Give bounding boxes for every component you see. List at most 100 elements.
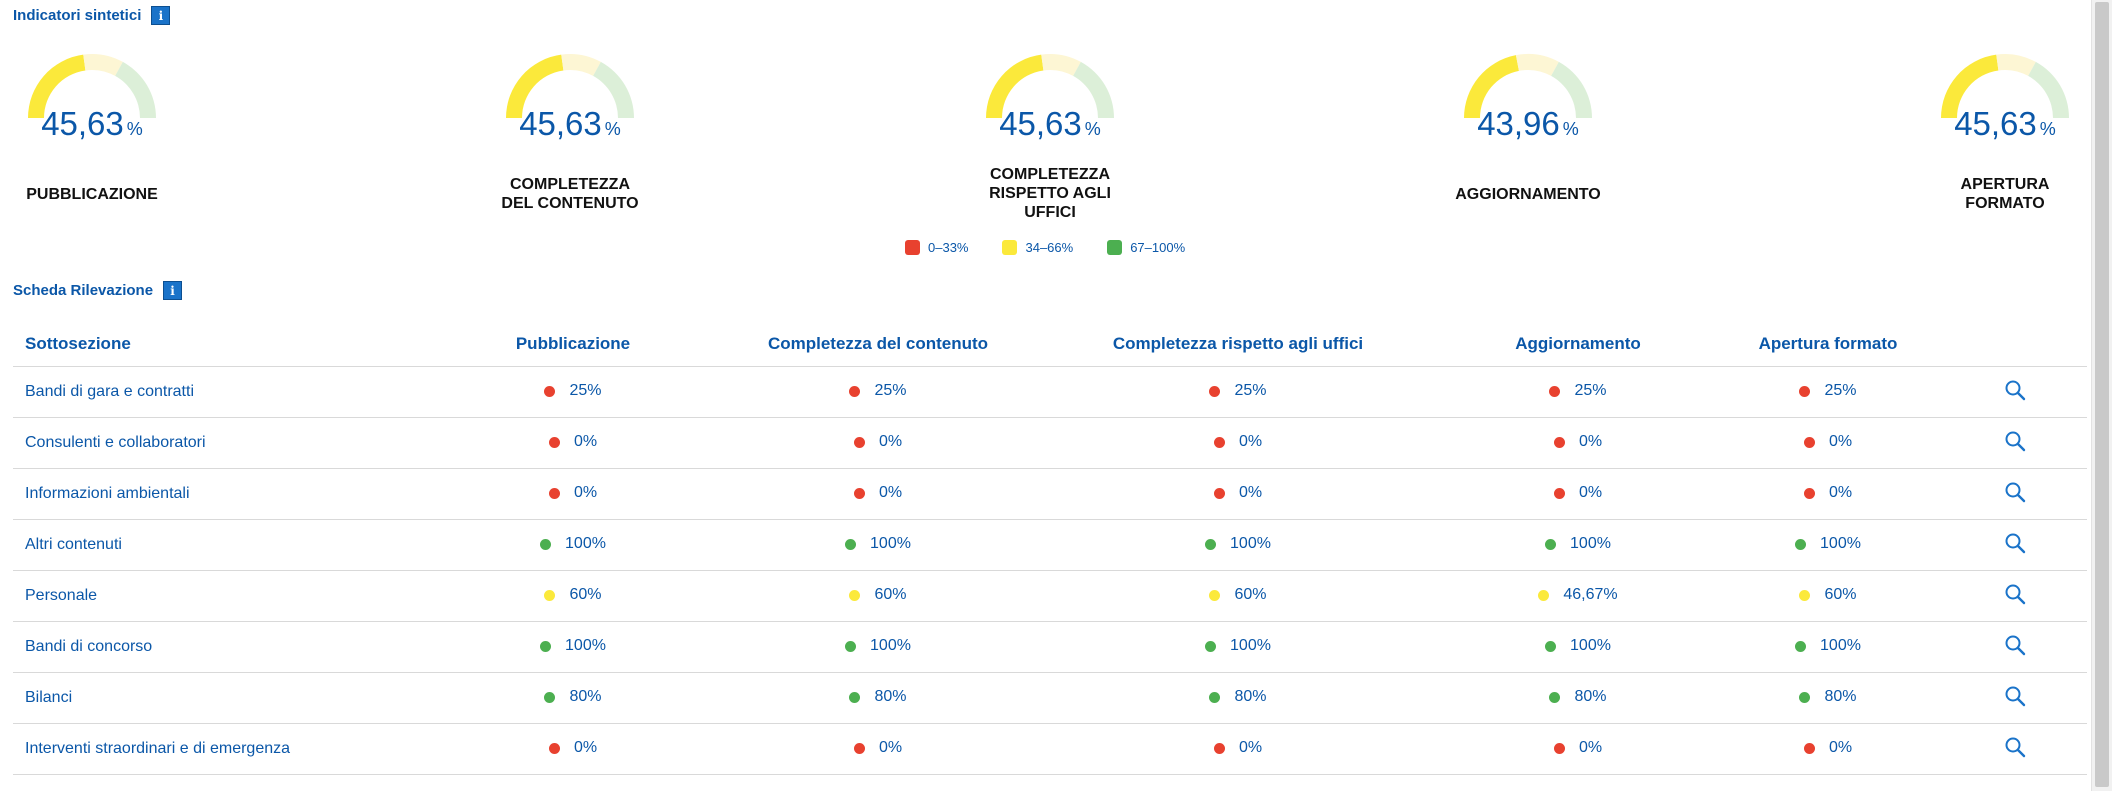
gauge-band-mid <box>1041 54 1081 76</box>
value-cell: 100% <box>1033 519 1443 571</box>
status-dot <box>540 538 552 550</box>
table-row: Consulenti e collaboratori 0% 0% 0% 0% 0% <box>13 417 2087 469</box>
status-dot <box>544 589 556 601</box>
scrollbar[interactable] <box>2091 0 2112 791</box>
gauge-number: 43,96 <box>1477 105 1560 142</box>
value-cell: 80% <box>1443 672 1713 724</box>
value-cell: 100% <box>1713 621 1943 673</box>
legend-swatch <box>1107 240 1123 255</box>
status-dot <box>849 385 861 397</box>
gauge-band-mid <box>83 54 123 76</box>
status-dot <box>1803 436 1815 448</box>
row-name: Bilanci <box>13 672 423 724</box>
status-dot <box>1553 436 1565 448</box>
status-dot <box>1205 538 1217 550</box>
value-text: 25% <box>1574 382 1607 400</box>
value-text: 100% <box>565 535 606 553</box>
value-cell: 25% <box>423 366 723 418</box>
gauge-number: 45,63 <box>519 105 602 142</box>
value-text: 60% <box>1234 586 1267 604</box>
status-dot <box>1545 538 1557 550</box>
column-header[interactable]: Apertura formato <box>1713 322 1943 367</box>
search-icon[interactable] <box>2004 583 2026 605</box>
value-text: 0% <box>1238 739 1263 757</box>
action-cell <box>1943 621 2087 673</box>
gauge: 45,63% APERTURA FORMATO <box>1905 45 2105 235</box>
status-dot <box>544 385 556 397</box>
gauge-unit: % <box>1562 119 1579 139</box>
gauge: 45,63% COMPLETEZZA DEL CONTENUTO <box>470 45 670 235</box>
gauge-fill <box>1464 55 1519 118</box>
column-header[interactable]: Completezza del contenuto <box>723 322 1033 367</box>
search-icon[interactable] <box>2004 481 2026 503</box>
value-text: 100% <box>1230 637 1271 655</box>
status-dot <box>1209 691 1221 703</box>
row-name: Bandi di gara e contratti <box>13 366 423 418</box>
value-cell: 80% <box>1713 672 1943 724</box>
table-row: Altri contenuti 100% 100% 100% 100% 100% <box>13 519 2087 571</box>
column-header[interactable]: Pubblicazione <box>423 322 723 367</box>
value-cell: 46,67% <box>1443 570 1713 622</box>
gauge-value: 43,96% <box>1428 105 1628 143</box>
scheda-title: Scheda Rilevazione i <box>13 281 183 300</box>
value-cell: 0% <box>1033 417 1443 469</box>
value-text: 80% <box>1234 688 1267 706</box>
value-cell: 0% <box>423 723 723 775</box>
gauge-value: 45,63% <box>470 105 670 143</box>
column-header[interactable]: Aggiornamento <box>1443 322 1713 367</box>
value-text: 80% <box>874 688 907 706</box>
value-text: 0% <box>1578 739 1603 757</box>
value-cell: 0% <box>1443 723 1713 775</box>
row-name: Informazioni ambientali <box>13 468 423 520</box>
value-cell: 25% <box>1443 366 1713 418</box>
info-icon[interactable]: i <box>151 6 171 25</box>
gauge-arc <box>506 54 634 118</box>
action-cell <box>1943 519 2087 571</box>
value-cell: 60% <box>1713 570 1943 622</box>
status-dot <box>853 487 865 499</box>
column-header-empty <box>1943 322 2087 367</box>
value-cell: 0% <box>1713 723 1943 775</box>
gauge-value: 45,63% <box>1905 105 2105 143</box>
info-icon[interactable]: i <box>163 281 183 300</box>
value-text: 0% <box>573 484 598 502</box>
value-cell: 100% <box>423 519 723 571</box>
legend-swatch <box>1002 240 1018 255</box>
search-icon[interactable] <box>2004 379 2026 401</box>
column-header[interactable]: Sottosezione <box>13 322 423 367</box>
gauge-unit: % <box>2039 119 2056 139</box>
gauge: 43,96% AGGIORNAMENTO <box>1428 45 1628 235</box>
value-cell: 0% <box>723 723 1033 775</box>
table-row: Interventi straordinari e di emergenza 0%… <box>13 723 2087 775</box>
search-icon[interactable] <box>2004 736 2026 758</box>
status-dot <box>1545 640 1557 652</box>
value-cell: 100% <box>423 621 723 673</box>
status-dot <box>1549 385 1561 397</box>
value-text: 25% <box>1234 382 1267 400</box>
value-text: 80% <box>1574 688 1607 706</box>
value-text: 60% <box>874 586 907 604</box>
gauge-label-line: FORMATO <box>1965 195 2045 212</box>
gauge-unit: % <box>604 119 621 139</box>
row-name: Altri contenuti <box>13 519 423 571</box>
value-text: 100% <box>1570 637 1611 655</box>
value-cell: 25% <box>1713 366 1943 418</box>
value-text: 0% <box>1828 433 1853 451</box>
search-icon[interactable] <box>2004 430 2026 452</box>
indicators-title: Indicatori sintetici i <box>13 6 171 25</box>
column-header[interactable]: Completezza rispetto agli uffici <box>1033 322 1443 367</box>
value-cell: 0% <box>723 468 1033 520</box>
search-icon[interactable] <box>2004 685 2026 707</box>
value-cell: 100% <box>1443 519 1713 571</box>
gauge-label: PUBBLICAZIONE <box>0 185 192 204</box>
row-name: Consulenti e collaboratori <box>13 417 423 469</box>
gauge-unit: % <box>1084 119 1101 139</box>
gauge-label-line: UFFICI <box>1024 204 1076 221</box>
search-icon[interactable] <box>2004 634 2026 656</box>
gauge-fill <box>28 54 86 118</box>
value-cell: 0% <box>1443 468 1713 520</box>
search-icon[interactable] <box>2004 532 2026 554</box>
value-text: 100% <box>1570 535 1611 553</box>
scrollbar-thumb[interactable] <box>2095 2 2109 787</box>
legend-label: 34–66% <box>1025 240 1074 255</box>
